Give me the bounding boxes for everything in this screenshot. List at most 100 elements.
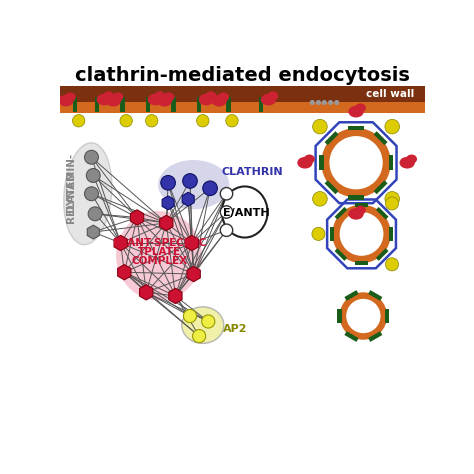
Circle shape	[192, 329, 206, 343]
Circle shape	[322, 100, 327, 105]
Circle shape	[86, 169, 100, 182]
Polygon shape	[139, 284, 153, 300]
Polygon shape	[348, 126, 364, 130]
Ellipse shape	[158, 160, 229, 209]
Text: E/ANTH: E/ANTH	[223, 208, 270, 218]
Ellipse shape	[97, 94, 112, 105]
Ellipse shape	[106, 95, 121, 107]
Polygon shape	[162, 196, 174, 210]
Polygon shape	[385, 309, 389, 323]
Circle shape	[385, 191, 400, 206]
Text: cell wall: cell wall	[366, 89, 414, 99]
Polygon shape	[169, 288, 182, 304]
Circle shape	[73, 115, 85, 127]
Polygon shape	[376, 248, 389, 261]
Circle shape	[385, 119, 400, 134]
Ellipse shape	[355, 206, 366, 215]
Text: AP2: AP2	[223, 324, 247, 334]
Circle shape	[328, 100, 333, 105]
Polygon shape	[368, 331, 383, 342]
Polygon shape	[389, 227, 393, 241]
Ellipse shape	[297, 157, 313, 169]
Polygon shape	[172, 97, 176, 112]
Circle shape	[385, 197, 399, 210]
Polygon shape	[345, 331, 359, 342]
Polygon shape	[335, 207, 347, 219]
Polygon shape	[330, 227, 334, 241]
Wedge shape	[332, 205, 391, 263]
Circle shape	[161, 175, 175, 190]
Text: RELATED: RELATED	[66, 172, 76, 223]
Ellipse shape	[261, 94, 276, 105]
Polygon shape	[355, 203, 368, 207]
Circle shape	[84, 187, 99, 201]
Text: DYNAMIN-: DYNAMIN-	[66, 153, 76, 212]
Polygon shape	[73, 97, 77, 112]
Polygon shape	[130, 210, 144, 225]
Circle shape	[316, 100, 321, 105]
Ellipse shape	[182, 307, 224, 343]
Ellipse shape	[304, 155, 315, 164]
Circle shape	[220, 224, 233, 237]
Ellipse shape	[406, 155, 417, 164]
Text: CLATHRIN: CLATHRIN	[221, 167, 283, 177]
Polygon shape	[345, 290, 359, 301]
Text: COMPLEX: COMPLEX	[132, 256, 188, 266]
Circle shape	[203, 181, 218, 196]
Circle shape	[310, 100, 315, 105]
Polygon shape	[348, 195, 364, 200]
Polygon shape	[187, 266, 201, 282]
Polygon shape	[374, 131, 388, 145]
Polygon shape	[120, 97, 125, 112]
Polygon shape	[355, 261, 368, 265]
Polygon shape	[185, 236, 199, 251]
Polygon shape	[259, 97, 264, 112]
Polygon shape	[146, 97, 150, 112]
Text: PLANT-SPECIFIC: PLANT-SPECIFIC	[113, 238, 206, 248]
Circle shape	[334, 100, 339, 105]
Circle shape	[385, 258, 399, 271]
Polygon shape	[114, 236, 128, 251]
Polygon shape	[376, 207, 389, 219]
Polygon shape	[368, 290, 383, 301]
Ellipse shape	[222, 186, 267, 237]
Circle shape	[220, 188, 233, 200]
Polygon shape	[389, 155, 393, 170]
Circle shape	[226, 115, 238, 127]
Ellipse shape	[148, 94, 163, 105]
Polygon shape	[319, 155, 324, 170]
Ellipse shape	[103, 91, 114, 100]
Ellipse shape	[112, 92, 123, 101]
Circle shape	[313, 119, 327, 134]
Ellipse shape	[400, 157, 415, 169]
Circle shape	[313, 191, 327, 206]
Polygon shape	[160, 215, 173, 231]
Polygon shape	[325, 180, 338, 194]
Ellipse shape	[355, 103, 366, 112]
Text: TPLATE: TPLATE	[138, 247, 181, 257]
Circle shape	[220, 206, 233, 218]
Polygon shape	[182, 192, 194, 206]
Circle shape	[201, 315, 215, 328]
Circle shape	[197, 115, 209, 127]
Ellipse shape	[267, 91, 278, 100]
FancyBboxPatch shape	[61, 86, 425, 102]
Ellipse shape	[218, 92, 229, 101]
Ellipse shape	[116, 211, 202, 301]
Text: clathrin-mediated endocytosis: clathrin-mediated endocytosis	[75, 66, 410, 85]
Circle shape	[120, 115, 132, 127]
Polygon shape	[197, 97, 201, 112]
Ellipse shape	[154, 91, 165, 100]
Polygon shape	[95, 97, 99, 112]
Ellipse shape	[64, 143, 112, 245]
Polygon shape	[335, 248, 347, 261]
Circle shape	[84, 150, 99, 164]
Ellipse shape	[199, 94, 214, 105]
Circle shape	[88, 207, 102, 221]
Ellipse shape	[164, 92, 174, 101]
Circle shape	[312, 228, 325, 240]
Polygon shape	[325, 131, 338, 145]
Ellipse shape	[348, 106, 364, 118]
Ellipse shape	[211, 95, 227, 107]
Polygon shape	[337, 309, 342, 323]
